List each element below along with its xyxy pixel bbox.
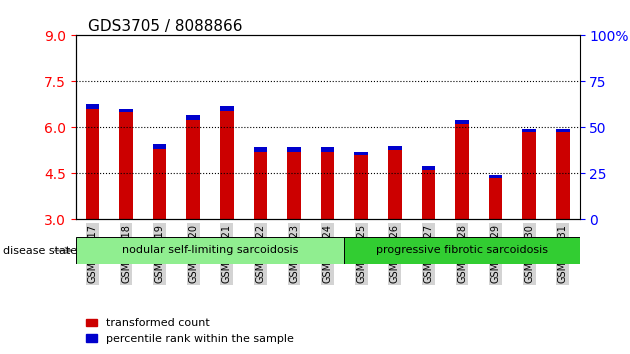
Bar bbox=[421, 170, 435, 219]
Bar bbox=[455, 124, 469, 219]
Bar bbox=[522, 129, 536, 132]
Bar bbox=[86, 104, 99, 109]
Bar bbox=[186, 115, 200, 120]
Bar bbox=[388, 150, 401, 219]
Bar bbox=[254, 152, 267, 219]
Bar bbox=[321, 152, 335, 219]
Bar bbox=[489, 178, 502, 219]
Bar bbox=[254, 147, 267, 152]
Bar bbox=[153, 144, 166, 149]
Legend: transformed count, percentile rank within the sample: transformed count, percentile rank withi… bbox=[81, 314, 298, 348]
Bar bbox=[388, 146, 401, 150]
Bar bbox=[522, 132, 536, 219]
Bar bbox=[86, 109, 99, 219]
Bar bbox=[556, 132, 570, 219]
Bar bbox=[556, 129, 570, 132]
Bar bbox=[455, 120, 469, 124]
Bar bbox=[287, 147, 301, 152]
Bar bbox=[489, 175, 502, 178]
Bar bbox=[186, 120, 200, 219]
Bar bbox=[220, 106, 234, 110]
Text: nodular self-limiting sarcoidosis: nodular self-limiting sarcoidosis bbox=[122, 245, 298, 256]
Text: disease state: disease state bbox=[3, 246, 77, 256]
FancyBboxPatch shape bbox=[345, 237, 580, 264]
Bar bbox=[119, 109, 133, 112]
Bar bbox=[355, 155, 368, 219]
Bar bbox=[220, 110, 234, 219]
Bar bbox=[119, 112, 133, 219]
Text: progressive fibrotic sarcoidosis: progressive fibrotic sarcoidosis bbox=[376, 245, 548, 256]
Bar bbox=[355, 152, 368, 155]
FancyBboxPatch shape bbox=[76, 237, 345, 264]
Bar bbox=[321, 147, 335, 152]
Text: GDS3705 / 8088866: GDS3705 / 8088866 bbox=[88, 19, 243, 34]
Bar bbox=[421, 166, 435, 170]
Bar bbox=[153, 149, 166, 219]
Bar bbox=[287, 152, 301, 219]
